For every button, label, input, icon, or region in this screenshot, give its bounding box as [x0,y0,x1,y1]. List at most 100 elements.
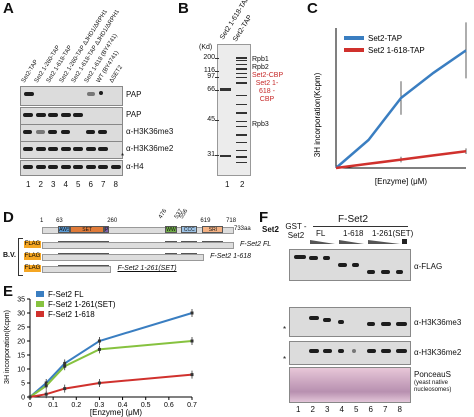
chart-e-xlabel: [Enzyme] (μM) [90,408,143,417]
band [86,92,95,96]
band [323,349,332,353]
lane-number-a3: 3 [51,180,56,189]
lane-number-a6: 6 [88,180,93,189]
gel-band [236,60,247,61]
lane-number-f5: 5 [354,405,359,414]
lane-number-f6: 6 [368,405,373,414]
gel-band [236,134,247,136]
gel-band [236,57,247,59]
legend-label-2: F-Set2 1-618 [48,310,95,319]
legend-label-1: F-Set2 1-261(SET) [48,300,116,309]
gel-band [236,68,247,70]
lane-number-f4: 4 [339,405,344,414]
legend-swatch-2 [36,311,44,317]
band [381,349,391,353]
band [381,322,391,326]
mw-tick [215,90,219,91]
gel-band [236,73,247,74]
mw-tick [215,77,219,78]
band [73,147,83,151]
gel-band [236,82,247,84]
blot-h3k36me2 [20,141,123,159]
set2-protein-label: Set2 [262,225,279,234]
series-line-0 [335,49,467,169]
mw-marker: 31 [207,151,215,158]
series-line-1 [335,149,467,170]
lane-number-a4: 4 [63,180,68,189]
gel-band [236,64,247,65]
x-tick-label: 0.6 [164,402,174,409]
band [60,113,71,117]
x-tick-label: 0.3 [95,402,105,409]
chart-c: Set2-TAP Set2 1-618-TAP [Enzyme] (μM) 3H … [313,22,467,186]
f-set2-group-label: F-Set2 [338,214,369,225]
blot-h4 [20,160,123,176]
gel-band [236,142,247,143]
mw-tick [215,71,219,72]
y-tick-label: 10 [17,367,25,374]
panel-b-letter: B [178,0,189,17]
star-marker-f1: * [283,325,287,334]
flag-tag: FLAG [24,265,41,272]
star-marker-f2: * [283,355,287,364]
mw-marker: 45 [207,116,215,123]
flag-tag: FLAG [24,241,41,248]
band [308,256,318,260]
band [23,113,33,117]
bv-bracket [18,238,23,276]
y-tick-label: 20 [17,339,25,346]
band [60,165,71,169]
gel-band [236,112,247,114]
band [110,165,121,169]
band [98,147,108,151]
band [395,270,403,274]
legend-swatch-1 [36,301,44,307]
blot-label-h4: α-H4 [126,162,144,171]
ponceau-blot [289,367,411,403]
mw-marker: 116 [203,67,215,74]
band [85,147,96,151]
band [323,318,331,322]
band [23,147,33,151]
annotation-rpb2: Rpb2 [252,64,269,71]
series-line-0 [29,312,193,398]
band [48,130,57,134]
band [24,92,34,96]
mw-tick [215,155,219,156]
annotation-rpb3: Rpb3 [252,121,269,128]
domain-ps: PS [104,226,110,233]
position-label: 619 [200,218,211,224]
col-label-1-618: 1-618 [343,229,364,238]
band [381,270,390,274]
lane-number-f8: 8 [397,405,402,414]
panel-e-letter: E [3,283,14,300]
band [60,147,71,151]
band [323,256,330,260]
lane-number-a5: 5 [76,180,81,189]
domain-ww: WW [165,226,177,233]
mw-tick [215,120,219,121]
lane-number-f3: 3 [325,405,330,414]
x-tick-label: 0.4 [118,402,128,409]
band [35,130,45,134]
lane-number-b2: 2 [240,180,245,189]
y-tick-label: 15 [17,353,25,360]
domain-set: SET [70,226,105,233]
y-tick-label: 35 [17,297,25,304]
bv-label: B.V. [3,252,16,259]
band [366,270,375,274]
blot-label-pap-1: PAP [126,90,142,99]
construct-bar [42,266,112,273]
band [294,255,306,259]
band [85,165,96,169]
legend-label-0: Set2-TAP [368,34,402,43]
construct-label-2: F-Set2 1-618 [210,253,251,260]
blot-f-h3k36me2 [289,341,411,365]
mw-tick [215,58,219,59]
band [35,147,46,151]
x-tick-label: 0.2 [71,402,81,409]
legend-swatch-0 [36,291,44,297]
band [85,130,95,134]
lane-number-a7: 7 [101,180,106,189]
position-label: 718 [226,218,237,224]
